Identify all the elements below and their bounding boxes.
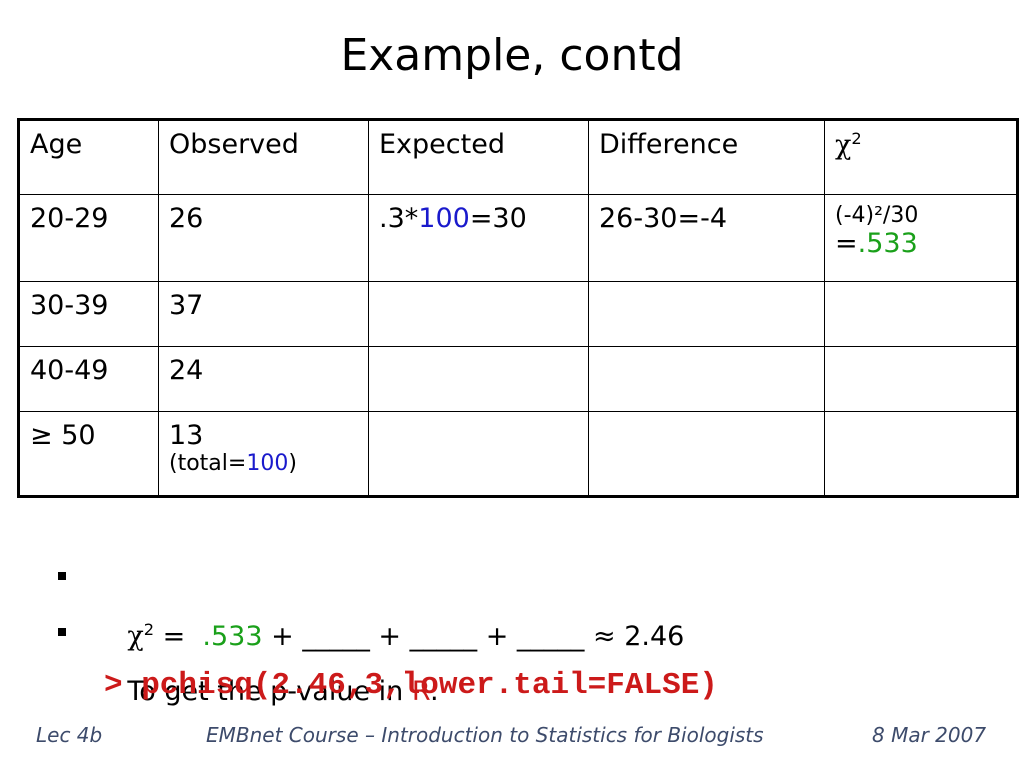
cell [368,346,589,412]
total-value: 100 [418,203,470,234]
cell [824,281,1018,347]
header-cell: Difference [588,119,825,195]
cell-text: =30 [469,203,527,234]
cell: 26 [158,194,369,282]
cell-text: ) [288,451,297,476]
cell [588,411,825,497]
cell: 40-49 [18,346,159,412]
cell-text: (-4)²/30 [835,203,919,228]
superscript: 2 [143,620,155,639]
header-cell: χ2 [824,119,1018,195]
bullet-item: χ2 = .533 + _____ + _____ + _____ ≈ 2.46 [58,558,685,683]
code-line: > pchisq(2.46,3,lower.tail=FALSE) [104,668,718,703]
cell-text: (total= [169,451,247,476]
cell: 37 [158,281,369,347]
cell: ≥ 50 [18,411,159,497]
cell-text: .3* [379,203,419,234]
cell: .3*100=30 [368,194,589,282]
header-row: Age Observed Expected Difference χ2 [18,119,1018,195]
cell: 24 [158,346,369,412]
cell: 30-39 [18,281,159,347]
bullet-marker [58,572,66,580]
bullet-text: + _____ + _____ + _____ [271,621,585,652]
bullet-item: To get the p-value in R: [58,614,439,738]
bullet-text: = [162,621,186,652]
bullet-text: : [429,676,439,707]
header-cell: Age [18,119,159,195]
cell [588,346,825,412]
cell [368,411,589,497]
table-row: 30-39 37 [18,281,1018,347]
cell [368,281,589,347]
superscript: 2 [851,129,862,148]
cell: 13 (total=100) [158,411,369,497]
header-cell: Expected [368,119,589,195]
cell [824,411,1018,497]
bullet-text: To get the p-value in [127,676,404,707]
bullet-text: ≈ 2.46 [593,621,685,652]
table-row: 40-49 24 [18,346,1018,412]
cell-note: (total=100) [169,451,358,476]
chi-value: .533 [857,228,918,259]
cell: 20-29 [18,194,159,282]
bullet-marker [58,628,66,636]
cell [824,346,1018,412]
header-cell: Observed [158,119,369,195]
total-value: 100 [246,451,289,476]
chi-value: .533 [202,621,263,652]
slide-title: Example, contd [340,30,684,81]
cell-text: = [835,228,858,259]
footer-left: Lec 4b [36,723,103,747]
footer-right: 8 Mar 2007 [872,723,987,747]
cell: (-4)²/30 =.533 [824,194,1018,282]
cell: 26-30=-4 [588,194,825,282]
chi-symbol: χ [835,130,852,161]
footer-center: EMBnet Course – Introduction to Statisti… [206,723,764,747]
table-row: ≥ 50 13 (total=100) [18,411,1018,497]
data-table: Age Observed Expected Difference χ2 20-2… [17,118,1019,498]
r-name: R [411,676,430,707]
chi-symbol: χ [127,621,144,652]
cell-text: 13 [169,420,204,451]
table-row: 20-29 26 .3*100=30 26-30=-4 (-4)²/30 =.53… [18,194,1018,282]
cell [588,281,825,347]
